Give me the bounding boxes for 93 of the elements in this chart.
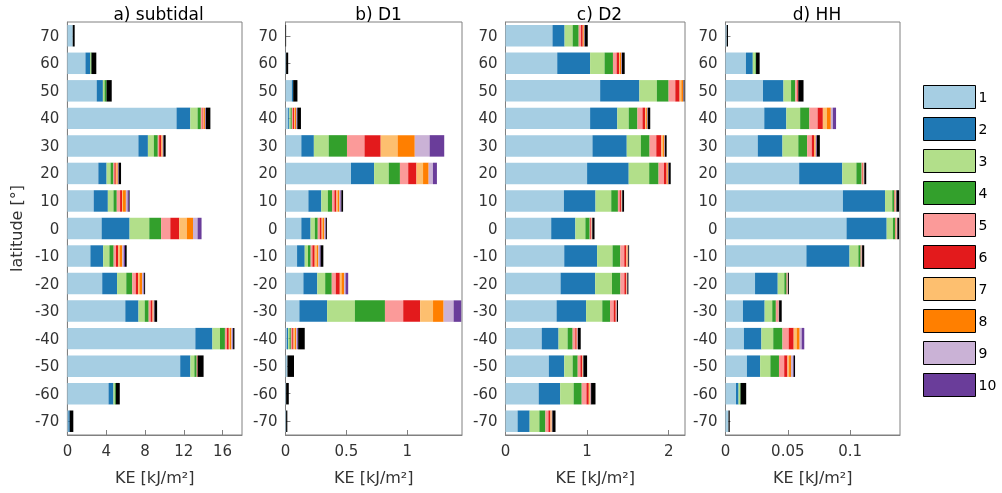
x-tick-label: 2 <box>663 441 674 460</box>
y-tick-label: 0 <box>267 219 278 238</box>
y-tick-label: 0 <box>49 219 60 238</box>
y-tick-label: 10 <box>478 191 498 210</box>
y-tick-label: -50 <box>473 357 498 376</box>
y-tick-label: 0 <box>707 219 718 238</box>
y-tick-label: 70 <box>258 26 278 45</box>
y-tick-label: -70 <box>693 412 718 431</box>
x-tick-label: 0.05 <box>771 441 805 460</box>
y-tick-label: 30 <box>40 136 60 155</box>
x-axis-title: KE [kJ/m²] <box>772 467 853 487</box>
legend-label: 3 <box>978 153 988 169</box>
legend-label: 8 <box>978 313 988 329</box>
y-tick-label: -60 <box>693 384 718 403</box>
y-tick-label: -30 <box>473 302 498 321</box>
x-tick-label: 4 <box>101 441 111 460</box>
y-tick-label: -30 <box>34 302 60 321</box>
y-tick-label: 30 <box>698 136 718 155</box>
y-tick-label: -70 <box>253 412 278 431</box>
y-tick-label: -40 <box>693 329 718 348</box>
y-tick-label: 40 <box>40 109 60 128</box>
y-tick-label: -30 <box>693 302 718 321</box>
y-tick-label: -10 <box>473 247 498 266</box>
chart-title: b) D1 <box>355 3 402 24</box>
x-tick-label: 0.1 <box>838 441 863 460</box>
legend-label: 7 <box>978 281 988 297</box>
y-tick-label: -50 <box>34 357 60 376</box>
y-tick-label: 10 <box>698 191 718 210</box>
y-tick-label: 0 <box>487 219 498 238</box>
y-tick-label: 60 <box>40 54 60 73</box>
x-tick-label: 8 <box>140 441 150 460</box>
y-tick-label: 20 <box>478 164 498 183</box>
chart-title: a) subtidal <box>113 3 204 24</box>
y-tick-label: 60 <box>258 54 278 73</box>
y-tick-label: 30 <box>478 136 498 155</box>
y-tick-label: 70 <box>698 26 718 45</box>
y-tick-label: -10 <box>693 247 718 266</box>
y-tick-label: 20 <box>40 164 60 183</box>
y-tick-label: -40 <box>473 329 498 348</box>
x-tick-label: 0.5 <box>334 441 359 460</box>
y-tick-label: 60 <box>478 54 498 73</box>
y-tick-label: -50 <box>253 357 278 376</box>
y-tick-label: 10 <box>258 191 278 210</box>
y-tick-label: 20 <box>698 164 718 183</box>
y-tick-label: -20 <box>693 274 718 293</box>
y-tick-label: 20 <box>258 164 278 183</box>
y-tick-label: 60 <box>698 54 718 73</box>
legend-label: 1 <box>978 89 988 105</box>
x-axis-title: KE [kJ/m²] <box>555 467 636 487</box>
y-tick-label: -60 <box>473 384 498 403</box>
y-tick-label: -60 <box>34 384 60 403</box>
y-tick-label: -10 <box>253 247 278 266</box>
legend-label: 10 <box>978 377 997 393</box>
chart-title: c) D2 <box>576 3 623 24</box>
x-tick-label: 0 <box>500 441 511 460</box>
y-tick-label: -20 <box>473 274 498 293</box>
x-tick-label: 0 <box>62 441 73 460</box>
y-tick-label: 50 <box>478 81 498 100</box>
y-tick-label: -70 <box>34 412 60 431</box>
y-tick-label: 40 <box>258 109 278 128</box>
y-tick-label: 40 <box>698 109 718 128</box>
x-axis-title: KE [kJ/m²] <box>114 467 195 487</box>
legend-label: 4 <box>978 185 988 201</box>
y-axis-title: latitude [°] <box>6 185 26 272</box>
x-tick-label: 0 <box>280 441 291 460</box>
y-tick-label: -40 <box>253 329 278 348</box>
y-tick-label: 30 <box>258 136 278 155</box>
legend-label: 2 <box>978 121 988 137</box>
x-tick-label: 0 <box>720 441 731 460</box>
legend-label: 5 <box>978 217 988 233</box>
y-tick-label: 50 <box>258 81 278 100</box>
x-axis-title: KE [kJ/m²] <box>333 467 414 487</box>
legend-label: 6 <box>978 249 988 265</box>
chart-title: d) HH <box>792 3 842 24</box>
x-tick-label: 1 <box>582 441 592 460</box>
y-tick-label: 10 <box>40 191 60 210</box>
y-tick-label: -60 <box>253 384 278 403</box>
y-tick-label: -20 <box>253 274 278 293</box>
y-tick-label: 70 <box>478 26 498 45</box>
y-tick-label: 70 <box>40 26 60 45</box>
y-tick-label: -50 <box>693 357 718 376</box>
y-tick-label: -70 <box>473 412 498 431</box>
y-tick-label: -30 <box>253 302 278 321</box>
x-tick-label: 1 <box>402 441 412 460</box>
y-tick-label: -10 <box>34 247 60 266</box>
x-tick-label: 16 <box>213 441 233 460</box>
y-tick-label: 50 <box>698 81 718 100</box>
y-tick-label: -40 <box>34 329 60 348</box>
y-tick-label: 40 <box>478 109 498 128</box>
x-tick-label: 12 <box>174 441 194 460</box>
y-tick-label: 50 <box>40 81 60 100</box>
y-tick-label: -20 <box>34 274 60 293</box>
legend-label: 9 <box>978 345 988 361</box>
